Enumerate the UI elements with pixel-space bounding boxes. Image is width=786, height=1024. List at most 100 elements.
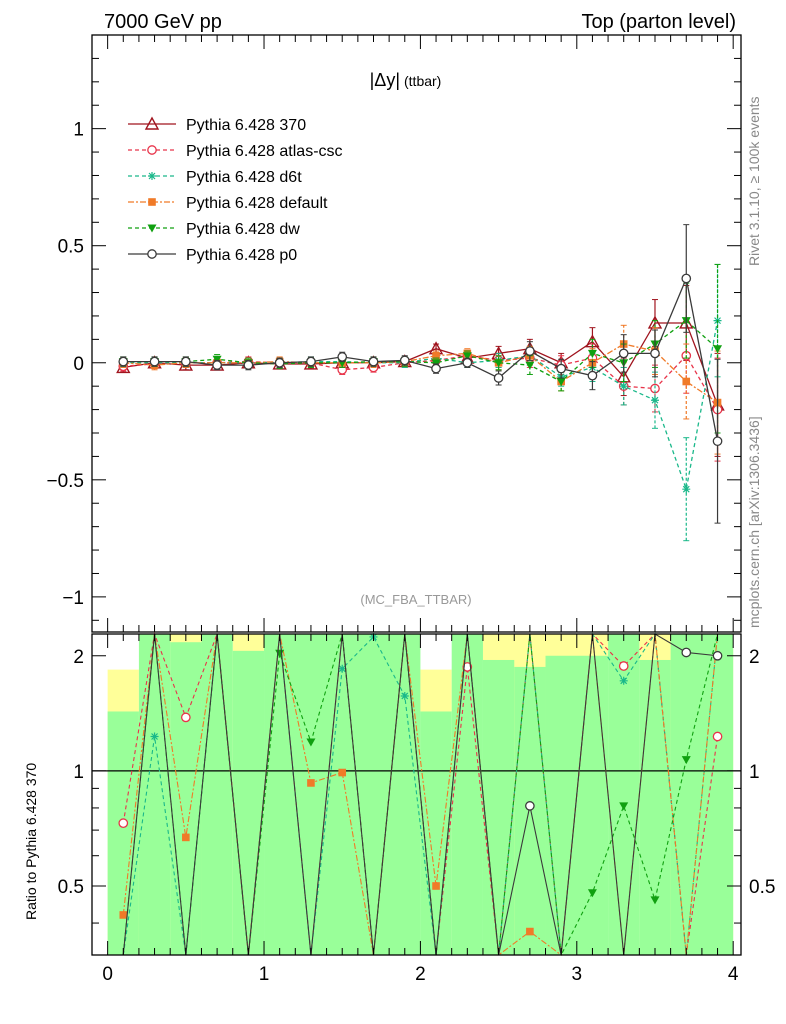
- ratio-series-lines: [92, 631, 741, 957]
- data-point: [149, 356, 160, 367]
- ratio-band-inner: [639, 659, 671, 955]
- ratio-point: [338, 664, 347, 673]
- ratio-point: [462, 662, 473, 672]
- data-point: [337, 352, 348, 362]
- legend-marker: [148, 172, 156, 180]
- series-2: [119, 263, 722, 542]
- ratio-point: [180, 712, 191, 723]
- legend-marker: [144, 116, 160, 130]
- x-tick-label: 2: [415, 964, 426, 985]
- legend-entry: Pythia 6.428 default: [128, 195, 328, 212]
- ratio-series-line: [122, 632, 719, 956]
- data-point: [525, 346, 535, 356]
- legend-entry: Pythia 6.428 dw: [128, 221, 300, 238]
- ratio-point: [118, 818, 129, 828]
- data-point: [306, 356, 316, 367]
- series-4: [118, 263, 723, 434]
- data-point: [212, 360, 222, 370]
- series-line: [123, 343, 718, 404]
- data-point: [431, 363, 441, 374]
- header-left-label: 7000 GeV pp: [104, 11, 222, 33]
- ratio-band-inner: [451, 634, 483, 955]
- ratio-point: [150, 732, 159, 741]
- series-1: [118, 317, 723, 462]
- ratio-plot-frame: [91, 633, 742, 956]
- data-point: [587, 349, 597, 358]
- data-point: [212, 355, 222, 364]
- ratio-point: [618, 661, 629, 671]
- series-line: [123, 276, 719, 442]
- ratio-band-inner: [608, 634, 640, 955]
- data-point: [274, 357, 285, 368]
- data-point: [618, 348, 629, 359]
- legend: Pythia 6.428 370 Pythia 6.428 atlas-csc Py…: [128, 116, 343, 264]
- ratio-point: [712, 731, 723, 742]
- data-point: [180, 356, 191, 367]
- ratio-point: [338, 768, 347, 777]
- tick-labels: −1 −0.5 0 0.5 1 0 1 2 3 4 0.5 0.5 1 1 2 2: [46, 120, 775, 985]
- ratio-point: [307, 779, 315, 787]
- data-point: [650, 396, 659, 405]
- legend-entry: Pythia 6.428 d6t: [128, 169, 302, 186]
- ratio-point: [526, 927, 534, 936]
- legend-marker: [147, 249, 157, 259]
- header-right-label: Top (parton level): [581, 11, 736, 33]
- legend-entry: Pythia 6.428 370: [128, 116, 306, 134]
- main-plot-frame: [91, 34, 742, 633]
- data-point: [650, 348, 660, 359]
- y-tick-label: −0.5: [46, 471, 84, 492]
- y-tick-label: 1: [73, 120, 84, 141]
- plot-axes: [91, 34, 742, 956]
- ratio-band-inner: [482, 659, 515, 955]
- ratio-point: [400, 691, 409, 700]
- data-point: [462, 352, 472, 361]
- data-point: [493, 373, 504, 383]
- rivet-side-label: Rivet 3.1.10, ≥ 100k events: [746, 96, 762, 266]
- mcplots-side-label: mcplots.cern.ch [arXiv:1306.3436]: [746, 416, 762, 628]
- ratio-y-axis-label: Ratio to Pythia 6.428 370: [23, 763, 39, 920]
- ratio-series-4: [122, 633, 723, 956]
- ratio-point: [525, 801, 535, 811]
- legend-marker: [147, 224, 157, 233]
- ratio-band-inner: [232, 650, 265, 955]
- data-point: [556, 377, 566, 386]
- ratio-point: [182, 833, 190, 842]
- ratio-band-inner: [514, 666, 546, 955]
- y-tick-label: 0: [73, 354, 84, 375]
- ratio-point: [306, 738, 316, 747]
- x-tick-label: 0: [102, 964, 113, 985]
- series-line: [123, 320, 719, 492]
- ratio-y-tick-label: 1: [73, 762, 84, 783]
- data-point: [431, 359, 441, 368]
- data-point: [587, 370, 598, 381]
- ratio-band-inner: [170, 642, 202, 955]
- ratio-band-inner: [138, 634, 171, 955]
- data-point: [118, 356, 129, 367]
- ratio-point: [712, 650, 723, 661]
- x-tick-label: 4: [728, 964, 739, 985]
- data-point: [681, 273, 692, 284]
- ratio-band-inner: [201, 634, 233, 955]
- data-point: [713, 345, 723, 354]
- legend-label: Pythia 6.428 370: [186, 117, 306, 134]
- y-tick-label: −1: [62, 588, 84, 609]
- data-point: [462, 357, 473, 368]
- ratio-point: [619, 676, 628, 685]
- ratio-point: [681, 756, 691, 765]
- data-point: [682, 485, 691, 494]
- data-point: [712, 436, 723, 447]
- data-point: [682, 377, 691, 386]
- plot-title-sub: (ttbar): [404, 73, 441, 89]
- y-tick-label: 0.5: [58, 237, 84, 258]
- ratio-y-tick-label-right: 1: [749, 762, 760, 783]
- data-point: [432, 351, 440, 360]
- ratio-y-tick-label-right: 2: [749, 647, 760, 668]
- ratio-y-tick-label-right: 0.5: [749, 877, 775, 898]
- ratio-y-tick-label: 2: [73, 647, 84, 668]
- data-point: [494, 359, 504, 368]
- legend-label: Pythia 6.428 dw: [186, 221, 300, 238]
- legend-marker: [148, 198, 156, 206]
- watermark-label: (MC_FBA_TTBAR): [360, 592, 471, 607]
- main-series-lines: [116, 224, 725, 542]
